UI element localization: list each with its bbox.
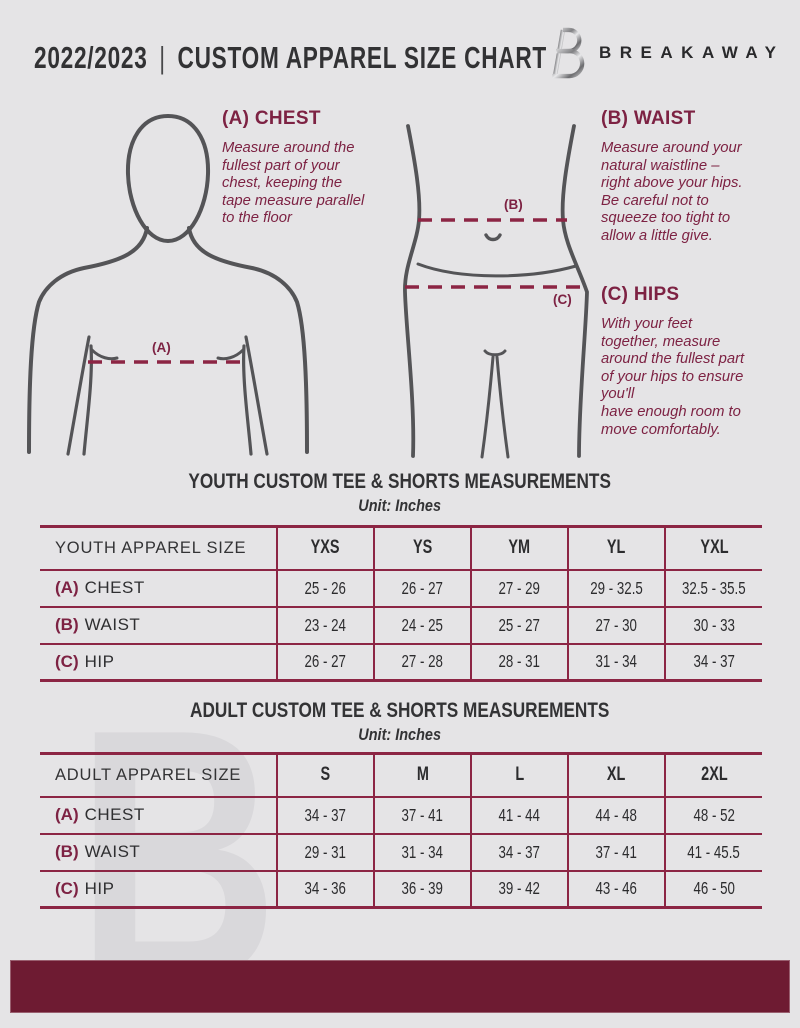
footer-accent-bar <box>10 960 790 1013</box>
breakaway-b-icon <box>539 27 585 79</box>
adult-section-unit: Unit: Inches <box>358 725 442 744</box>
youth-col-ys: YS <box>373 526 471 571</box>
page-title: 2022/2023 | CUSTOM APPAREL SIZE CHART <box>34 40 737 76</box>
youth-hip-row-label: (C) HIP <box>40 643 277 682</box>
brand-logo: BREAKAWAY <box>538 26 784 80</box>
adult-col-xl: XL <box>567 753 665 798</box>
title-separator: | <box>159 40 166 75</box>
youth-col-yxl: YXL <box>664 526 762 571</box>
youth-header-label: YOUTH APPAREL SIZE <box>40 526 277 571</box>
adult-col-2xl: 2XL <box>664 753 762 798</box>
waist-heading: (B) WAIST <box>601 108 696 129</box>
chest-measurement-info: (A) CHEST Measure around the fullest par… <box>222 108 407 228</box>
waist-measurement-info: (B) WAIST Measure around your natural wa… <box>601 108 796 246</box>
chest-line-label: (A) <box>152 340 171 355</box>
adult-col-s: S <box>276 753 374 798</box>
adult-waist-row-label: (B) WAIST <box>40 833 277 872</box>
chest-description: Measure around the fullest part of your … <box>222 140 365 227</box>
torso-illustration <box>27 113 309 456</box>
hips-description: With your feet together, measure around … <box>601 316 745 438</box>
brand-name: BREAKAWAY <box>599 43 785 62</box>
hips-measurement-info: (C) HIPS With your feet together, measur… <box>601 284 800 439</box>
adult-header-label: ADULT APPAREL SIZE <box>40 753 277 798</box>
waist-line-label: (B) <box>504 197 523 212</box>
youth-chest-row-label: (A) CHEST <box>40 569 277 608</box>
title-year: 2022/2023 <box>34 40 148 75</box>
table-row: (C) HIP 34 - 36 36 - 39 39 - 42 43 - 46 4… <box>40 870 762 909</box>
hips-heading: (C) HIPS <box>601 284 680 305</box>
waist-description: Measure around your natural waistline – … <box>601 140 743 244</box>
adult-hip-row-label: (C) HIP <box>40 870 277 909</box>
adult-section-title: ADULT CUSTOM TEE & SHORTS MEASUREMENTS <box>190 699 610 722</box>
adult-header-row: ADULT APPAREL SIZE S M L XL 2XL <box>40 753 762 798</box>
adult-col-m: M <box>373 753 471 798</box>
adult-chest-row-label: (A) CHEST <box>40 796 277 835</box>
youth-size-table: YOUTH APPAREL SIZE YXS YS YM YL YXL (A) C… <box>40 525 762 682</box>
youth-section-title: YOUTH CUSTOM TEE & SHORTS MEASUREMENTS <box>188 470 612 493</box>
table-row: (B) WAIST 29 - 31 31 - 34 34 - 37 37 - 41… <box>40 833 762 872</box>
youth-col-yl: YL <box>567 526 665 571</box>
youth-col-yxs: YXS <box>276 526 374 571</box>
chest-heading: (A) CHEST <box>222 108 321 129</box>
youth-col-ym: YM <box>470 526 568 571</box>
youth-header-row: YOUTH APPAREL SIZE YXS YS YM YL YXL <box>40 526 762 571</box>
table-row: (A) CHEST 34 - 37 37 - 41 41 - 44 44 - 48… <box>40 796 762 835</box>
table-row: (A) CHEST 25 - 26 26 - 27 27 - 29 29 - 32… <box>40 569 762 608</box>
hips-illustration <box>403 124 589 459</box>
adult-col-l: L <box>470 753 568 798</box>
hips-line-label: (C) <box>553 292 572 307</box>
title-text: CUSTOM APPAREL SIZE CHART <box>177 40 547 75</box>
table-row: (C) HIP 26 - 27 27 - 28 28 - 31 31 - 34 3… <box>40 643 762 682</box>
youth-section-unit: Unit: Inches <box>358 496 442 515</box>
youth-waist-row-label: (B) WAIST <box>40 606 277 645</box>
adult-size-table: ADULT APPAREL SIZE S M L XL 2XL (A) CHEST… <box>40 752 762 909</box>
table-row: (B) WAIST 23 - 24 24 - 25 25 - 27 27 - 30… <box>40 606 762 645</box>
